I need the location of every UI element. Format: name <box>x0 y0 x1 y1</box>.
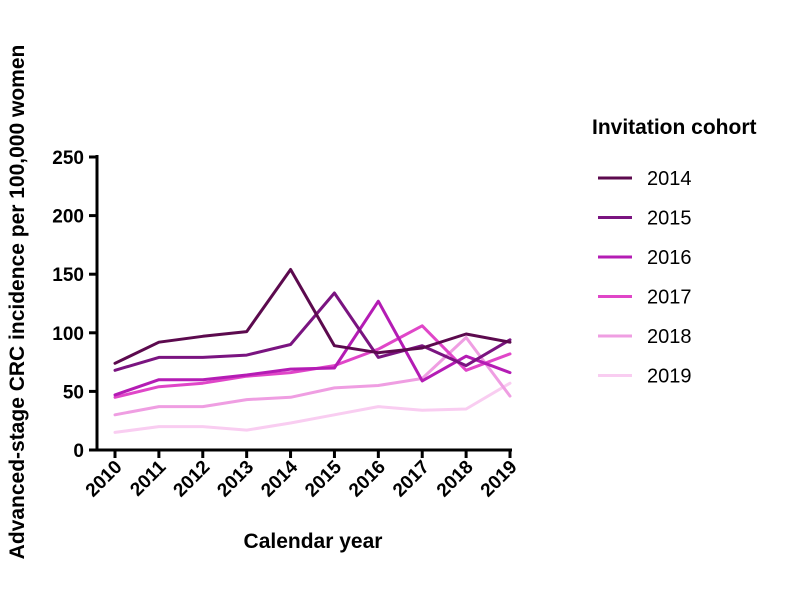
series-lines <box>113 268 512 434</box>
x-tick-label: 2018 <box>433 457 478 502</box>
x-tick-label: 2013 <box>213 457 258 502</box>
x-tick-label: 2010 <box>82 457 127 502</box>
legend-items: 2014 2015 2016 2017 2018 2019 <box>598 168 692 388</box>
series-line-2019 <box>113 381 512 434</box>
legend-label-2014: 2014 <box>647 168 692 190</box>
series-line-2014 <box>113 268 512 365</box>
series-line-2016 <box>113 299 512 397</box>
x-tick-label: 2017 <box>389 457 434 502</box>
x-tick-label: 2015 <box>301 456 346 501</box>
x-axis-title: Calendar year <box>244 530 383 553</box>
y-tick-label: 0 <box>73 441 84 462</box>
x-tick-label: 2016 <box>345 457 390 502</box>
legend-label-2019: 2019 <box>647 366 692 388</box>
x-tick-label: 2012 <box>170 457 215 502</box>
series-line-2018 <box>113 336 512 417</box>
legend-label-2018: 2018 <box>647 326 692 348</box>
y-tick-label: 200 <box>52 207 84 228</box>
x-tick-label: 2011 <box>126 456 170 500</box>
y-axis-title: Advanced-stage CRC incidence per 100,000… <box>6 45 29 560</box>
y-tick-label: 150 <box>52 265 84 286</box>
x-axis-ticks: 2010 2011 2012 2013 2014 2015 2016 2017 2018 2019 <box>82 450 522 501</box>
legend-title: Invitation cohort <box>592 116 757 139</box>
y-axis-ticks: 0 50 100 150 200 250 <box>52 148 97 462</box>
y-tick-label: 100 <box>52 324 84 345</box>
legend-label-2017: 2017 <box>647 287 692 309</box>
y-tick-label: 250 <box>52 148 84 169</box>
y-tick-label: 50 <box>63 382 84 403</box>
legend: Invitation cohort 2014201520162017201820… <box>592 116 757 388</box>
x-tick-label: 2019 <box>477 457 522 502</box>
series-line-2015 <box>113 291 512 372</box>
x-tick-label: 2014 <box>257 456 302 501</box>
series-line-2017 <box>113 324 512 399</box>
legend-label-2016: 2016 <box>647 247 692 269</box>
legend-label-2015: 2015 <box>647 208 692 230</box>
